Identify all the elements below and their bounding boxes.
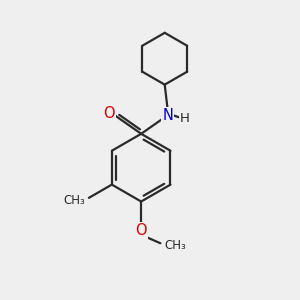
- Text: O: O: [135, 224, 147, 238]
- Text: N: N: [162, 108, 173, 123]
- Text: H: H: [180, 112, 190, 124]
- Text: CH₃: CH₃: [64, 194, 86, 207]
- Text: CH₃: CH₃: [165, 239, 187, 252]
- Text: O: O: [103, 106, 115, 121]
